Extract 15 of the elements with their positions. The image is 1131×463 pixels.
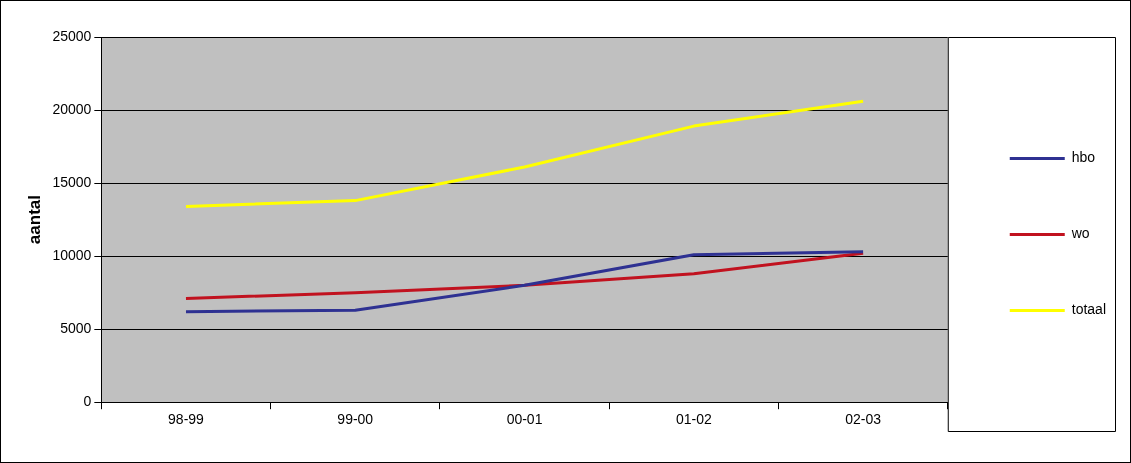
legend-label: hbo xyxy=(1071,149,1096,166)
x-tick-label: 98-99 xyxy=(168,411,205,428)
x-tick-label: 01-02 xyxy=(675,411,712,428)
x-tick-label: 02-03 xyxy=(845,411,882,428)
legend-label: wo xyxy=(1070,225,1090,242)
y-tick-label: 25000 xyxy=(52,27,92,44)
y-tick-label: 0 xyxy=(83,393,92,410)
x-tick-label: 99-00 xyxy=(337,411,374,428)
legend-label: totaal xyxy=(1071,301,1106,318)
y-tick-label: 20000 xyxy=(52,100,92,117)
x-tick-label: 00-01 xyxy=(506,411,543,428)
y-tick-label: 5000 xyxy=(60,320,92,337)
y-tick-label: 10000 xyxy=(52,246,92,263)
y-axis-title: aantal xyxy=(24,195,44,245)
y-tick-label: 15000 xyxy=(52,173,92,190)
